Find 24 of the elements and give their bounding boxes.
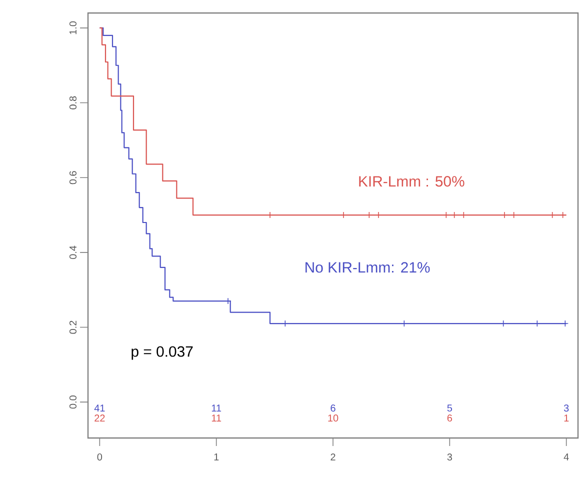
y-tick-label: 0.4 <box>69 246 77 259</box>
annotation: 6 <box>447 414 452 422</box>
annotation: 11 <box>212 414 222 422</box>
annotation: 41 <box>94 404 105 412</box>
annotation: p = 0.037 <box>132 346 193 360</box>
annotation: 1 <box>564 414 569 422</box>
x-tick-label: 2 <box>330 453 336 460</box>
y-tick-label: 0.2 <box>69 320 77 334</box>
annotation: 10 <box>328 414 338 422</box>
annotation: 3 <box>564 404 569 412</box>
series-label: KIR-Lmm : 50% <box>359 176 464 187</box>
x-tick-label: 4 <box>564 453 569 460</box>
x-tick-label: 1 <box>214 453 219 460</box>
x-tick-label: 0 <box>97 453 102 461</box>
annotation: 6 <box>330 404 336 412</box>
y-tick-label: 0.6 <box>69 171 77 184</box>
y-tick-label: 0.0 <box>69 396 77 409</box>
annotation: 22 <box>94 414 105 422</box>
y-tick-label: 1.0 <box>69 21 77 34</box>
annotation: 11 <box>212 404 222 412</box>
text: No KIR-Lmm: 21% <box>306 262 430 273</box>
annotation: 5 <box>447 404 452 412</box>
x-tick-label: 3 <box>447 453 452 461</box>
y-tick-label: 0.8 <box>69 96 77 110</box>
